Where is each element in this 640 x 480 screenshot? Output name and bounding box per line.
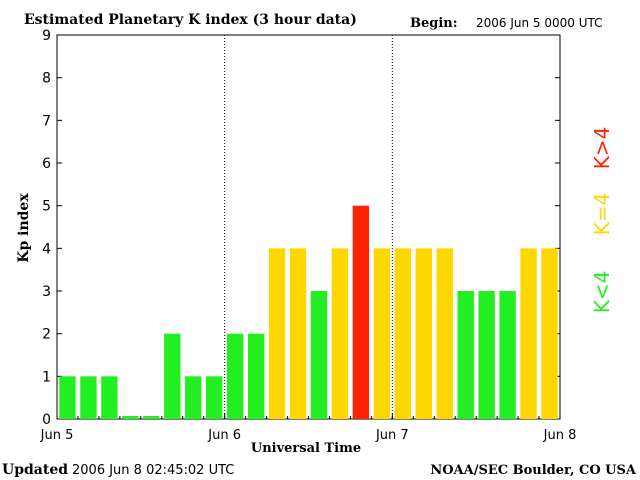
day-separators xyxy=(224,35,393,419)
y-tick-label: 1 xyxy=(42,369,51,385)
kp-bar xyxy=(185,376,202,419)
kp-bar xyxy=(331,248,349,419)
y-tick-label: 7 xyxy=(42,113,51,129)
kp-bar xyxy=(373,248,391,419)
begin-value: 2006 Jun 5 0000 UTC xyxy=(476,16,603,30)
y-tick-label: 3 xyxy=(42,284,51,300)
x-tick-label: Jun 5 xyxy=(40,428,74,443)
kp-bar xyxy=(499,291,516,419)
legend-low: K<4 xyxy=(590,271,614,314)
x-axis-label: Universal Time xyxy=(251,441,361,456)
kp-bar xyxy=(101,376,118,419)
bar-series xyxy=(59,205,558,419)
kp-bar xyxy=(457,291,474,419)
chart-title: Estimated Planetary K index (3 hour data… xyxy=(24,12,357,28)
x-axis: Jun 5 Jun 6 Jun 7 Jun 8 xyxy=(40,413,577,443)
y-tick-label: 6 xyxy=(42,156,51,172)
kp-bar xyxy=(520,248,537,419)
y-tick-label: 5 xyxy=(42,199,51,215)
kp-bar xyxy=(80,376,97,419)
y-tick-label: 2 xyxy=(42,327,51,343)
kp-bar xyxy=(247,333,265,419)
y-tick-label: 9 xyxy=(42,28,51,44)
kp-bar xyxy=(478,291,495,419)
kp-bar xyxy=(164,333,181,419)
kp-bar xyxy=(310,291,328,419)
kp-bar xyxy=(415,248,432,419)
y-tick-label: 0 xyxy=(42,412,51,428)
kp-bar xyxy=(394,248,411,419)
kp-bar xyxy=(352,205,370,419)
y-axis-label: Kp index xyxy=(16,193,32,263)
y-tick-label: 8 xyxy=(42,71,51,87)
kp-bar xyxy=(206,376,223,419)
y-tick-label: 4 xyxy=(42,241,51,257)
kp-bar xyxy=(541,248,558,419)
x-tick-label: Jun 8 xyxy=(543,428,577,443)
kp-bar xyxy=(226,333,244,419)
kp-bar xyxy=(143,416,160,419)
updated-value: 2006 Jun 8 02:45:02 UTC xyxy=(72,463,234,478)
x-tick-label: Jun 6 xyxy=(207,428,241,443)
legend-equal: K=4 xyxy=(590,193,614,236)
x-tick-label: Jun 7 xyxy=(375,428,409,443)
credit: NOAA/SEC Boulder, CO USA xyxy=(430,463,637,478)
kp-bar xyxy=(436,248,453,419)
legend-high: K>4 xyxy=(590,127,614,170)
kp-bar xyxy=(122,416,139,419)
updated-label: Updated xyxy=(2,462,68,478)
kp-bar xyxy=(289,248,307,419)
begin-label: Begin: xyxy=(410,16,458,31)
kp-bar xyxy=(268,248,286,419)
kp-bar xyxy=(59,376,76,419)
plot-frame xyxy=(56,34,561,420)
